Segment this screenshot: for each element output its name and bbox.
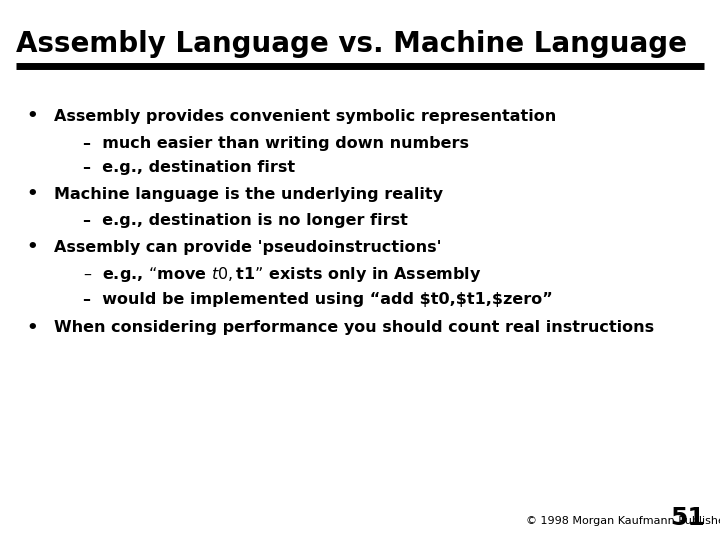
Text: © 1998 Morgan Kaufmann Publishers: © 1998 Morgan Kaufmann Publishers: [526, 516, 720, 526]
Text: –  e.g., “move $t0, $t1” exists only in Assembly: – e.g., “move $t0, $t1” exists only in A…: [83, 265, 482, 284]
Text: When considering performance you should count real instructions: When considering performance you should …: [54, 320, 654, 335]
Text: Assembly provides convenient symbolic representation: Assembly provides convenient symbolic re…: [54, 109, 557, 124]
Text: –  much easier than writing down numbers: – much easier than writing down numbers: [83, 136, 469, 151]
Text: •: •: [27, 107, 38, 125]
Text: Assembly Language vs. Machine Language: Assembly Language vs. Machine Language: [16, 30, 687, 58]
Text: –  e.g., destination is no longer first: – e.g., destination is no longer first: [83, 213, 408, 228]
Text: •: •: [27, 319, 38, 337]
Text: Machine language is the underlying reality: Machine language is the underlying reali…: [54, 187, 443, 202]
Text: 51: 51: [670, 507, 705, 530]
Text: –  would be implemented using “add $t0,$t1,$zero”: – would be implemented using “add $t0,$t…: [83, 292, 552, 307]
Text: –  e.g., destination first: – e.g., destination first: [83, 160, 295, 175]
Text: •: •: [27, 185, 38, 204]
Text: •: •: [27, 238, 38, 256]
Text: Assembly can provide 'pseudoinstructions': Assembly can provide 'pseudoinstructions…: [54, 240, 441, 255]
